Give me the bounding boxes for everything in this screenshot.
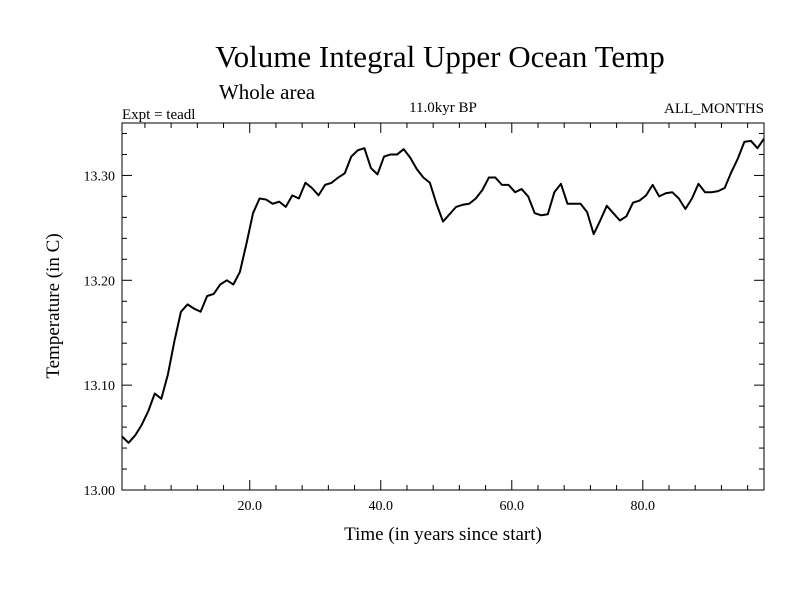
x-tick-label: 80.0 bbox=[631, 499, 656, 514]
y-tick-label: 13.10 bbox=[84, 379, 116, 394]
plot-frame bbox=[121, 122, 765, 491]
x-tick-label: 60.0 bbox=[500, 499, 525, 514]
axis-ticks bbox=[122, 123, 764, 491]
x-tick-label: 20.0 bbox=[237, 499, 262, 514]
chart-subtitle: Whole area bbox=[219, 80, 316, 104]
months-label: ALL_MONTHS bbox=[664, 101, 764, 117]
y-tick-label: 13.00 bbox=[84, 484, 116, 499]
chart-title: Volume Integral Upper Ocean Temp bbox=[215, 39, 665, 74]
x-tick-label: 40.0 bbox=[369, 499, 394, 514]
y-tick-label: 13.20 bbox=[84, 274, 116, 289]
period-label: 11.0kyr BP bbox=[409, 100, 477, 116]
experiment-label: Expt = teadl bbox=[122, 107, 195, 123]
y-tick-label: 13.30 bbox=[84, 169, 116, 184]
series-line bbox=[121, 138, 765, 444]
data-points bbox=[121, 138, 765, 444]
x-axis-label: Time (in years since start) bbox=[344, 524, 542, 545]
tick-labels: 13.00 13.10 13.20 13.30 20.0 40.0 60.0 80.0 bbox=[84, 169, 656, 514]
y-axis-label: Temperature (in C) bbox=[43, 233, 64, 378]
